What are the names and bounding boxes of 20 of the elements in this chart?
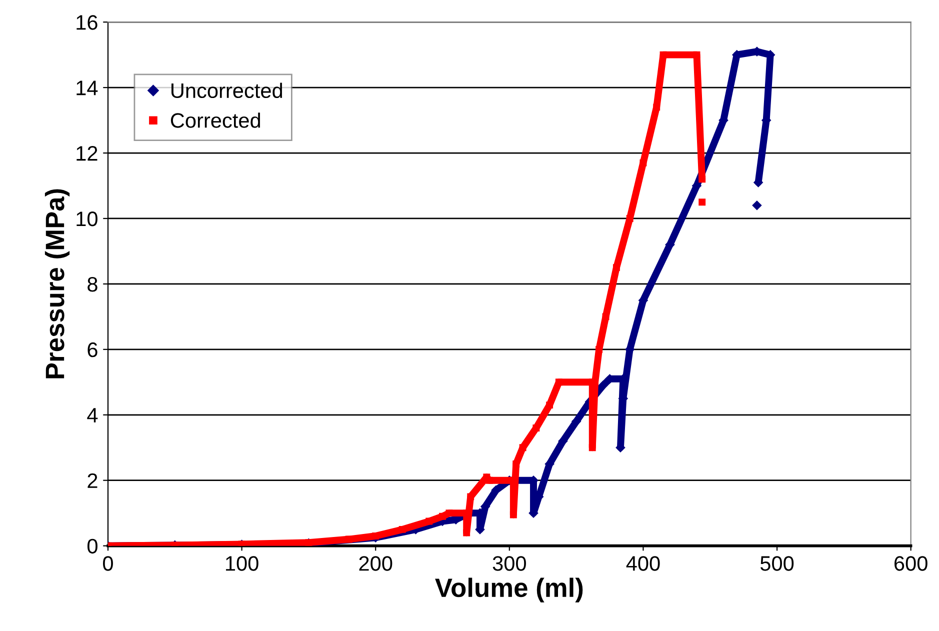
y-tick-label: 4 <box>87 408 98 422</box>
y-tick-label: 14 <box>76 80 98 96</box>
x-axis-title: Volume (ml) <box>435 578 583 602</box>
x-tick-label: 400 <box>626 556 660 571</box>
x-tick-label: 300 <box>492 556 526 571</box>
y-tick-label: 0 <box>87 538 98 554</box>
x-tick-label: 500 <box>760 556 794 571</box>
x-tick-label: 200 <box>359 556 392 571</box>
y-tick-label: 10 <box>76 211 98 226</box>
y-axis-title: Pressure (MPa) <box>44 189 70 378</box>
y-tick-label: 8 <box>88 276 98 292</box>
legend-label: Corrected <box>170 112 260 128</box>
y-tick-label: 12 <box>76 146 98 161</box>
y-tick-label: 6 <box>88 342 98 358</box>
x-tick-label: 600 <box>894 556 928 571</box>
y-tick-label: 2 <box>88 473 98 488</box>
x-tick-label: 0 <box>103 556 113 571</box>
y-tick-label: 16 <box>76 15 98 30</box>
x-tick-label: 100 <box>226 556 258 571</box>
legend-label: Uncorrected <box>171 82 282 98</box>
